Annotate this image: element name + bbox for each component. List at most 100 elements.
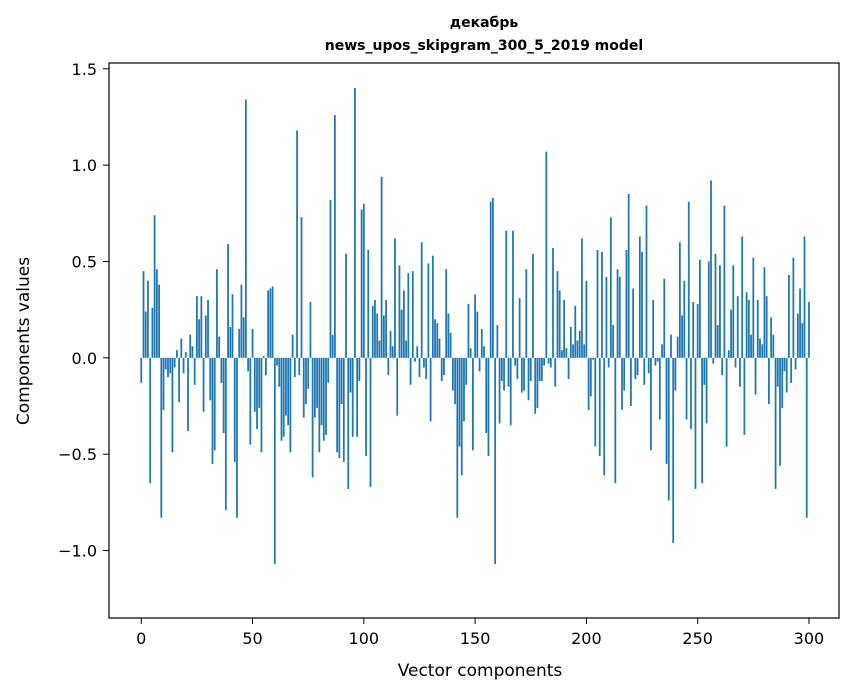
- bar-295: [796, 313, 799, 358]
- bar-249: [694, 357, 697, 489]
- bar-244: [683, 280, 686, 358]
- bar-154: [483, 346, 485, 358]
- bar-6: [153, 215, 156, 358]
- y-tick-label-2: 0.0: [72, 349, 97, 368]
- bar-2: [144, 311, 147, 358]
- bar-191: [565, 348, 568, 358]
- bar-9: [160, 357, 163, 518]
- bar-23: [191, 346, 194, 358]
- bar-43: [236, 357, 238, 518]
- bar-98: [358, 357, 361, 381]
- bar-206: [598, 357, 601, 457]
- bar-121: [409, 357, 412, 385]
- bar-272: [745, 292, 748, 358]
- bar-82: [322, 357, 325, 441]
- bar-245: [685, 357, 688, 420]
- bar-233: [658, 357, 661, 420]
- y-tick-label-3: 0.5: [72, 252, 97, 271]
- bar-81: [320, 357, 323, 426]
- bar-117: [400, 309, 403, 358]
- bar-60: [273, 357, 276, 565]
- bar-37: [222, 357, 225, 433]
- bar-111: [387, 357, 390, 376]
- bar-7: [155, 269, 158, 358]
- bar-71: [298, 357, 301, 376]
- bar-38: [224, 357, 227, 511]
- bar-296: [799, 288, 801, 358]
- bar-70: [296, 130, 298, 358]
- bar-290: [785, 357, 788, 393]
- x-tick-label-50: 50: [242, 629, 262, 648]
- bar-179: [538, 357, 541, 381]
- bar-250: [696, 303, 699, 358]
- bar-137: [445, 269, 448, 358]
- bar-208: [603, 357, 606, 476]
- bar-51: [253, 357, 256, 412]
- bar-120: [407, 273, 410, 358]
- bar-287: [779, 357, 781, 466]
- bar-209: [605, 276, 608, 358]
- bar-288: [781, 357, 784, 408]
- bar-200: [585, 280, 588, 358]
- bar-203: [592, 357, 594, 360]
- bar-47: [244, 99, 247, 358]
- bar-214: [616, 269, 619, 358]
- bar-256: [710, 180, 712, 358]
- bar-36: [220, 357, 223, 383]
- bar-112: [389, 330, 392, 358]
- bar-151: [476, 311, 479, 358]
- bar-207: [601, 251, 603, 358]
- bar-220: [630, 357, 632, 407]
- bar-108: [380, 176, 383, 358]
- bar-86: [331, 334, 334, 358]
- bar-246: [687, 201, 690, 358]
- x-axis-label: Vector components: [398, 661, 563, 681]
- bar-216: [621, 357, 623, 410]
- bar-230: [652, 300, 655, 358]
- bar-217: [623, 357, 626, 391]
- bar-99: [360, 209, 363, 358]
- bar-182: [545, 151, 548, 358]
- bar-58: [269, 288, 272, 358]
- bar-219: [627, 194, 630, 358]
- bar-294: [794, 357, 797, 370]
- bar-24: [193, 357, 196, 385]
- bar-107: [378, 340, 381, 358]
- y-tick-label-5: 1.5: [72, 60, 97, 79]
- bar-221: [632, 288, 635, 358]
- bar-224: [638, 236, 641, 358]
- bar-97: [356, 357, 359, 437]
- bar-28: [202, 357, 205, 412]
- bar-30: [207, 300, 209, 358]
- bar-49: [249, 357, 252, 445]
- bar-61: [276, 357, 278, 366]
- bar-31: [209, 357, 212, 401]
- bar-293: [792, 257, 795, 358]
- bar-268: [736, 296, 739, 358]
- bar-291: [788, 274, 790, 358]
- bar-134: [438, 338, 441, 358]
- bar-102: [367, 249, 370, 358]
- bar-211: [609, 217, 612, 358]
- chart-title: декабрь: [450, 15, 519, 31]
- bar-185: [552, 248, 554, 358]
- bar-167: [512, 230, 514, 358]
- bar-236: [665, 357, 668, 464]
- bar-119: [405, 340, 408, 358]
- bar-269: [739, 357, 741, 387]
- bar-195: [574, 305, 577, 358]
- bar-241: [676, 336, 679, 358]
- bar-94: [349, 357, 352, 393]
- bar-285: [774, 357, 777, 489]
- bar-168: [514, 357, 517, 366]
- bar-239: [672, 357, 675, 543]
- bar-223: [636, 357, 639, 376]
- bar-74: [305, 357, 307, 405]
- bar-78: [313, 357, 316, 418]
- bar-84: [327, 357, 330, 383]
- bar-131: [431, 255, 434, 358]
- bar-26: [198, 319, 201, 358]
- bar-45: [240, 284, 243, 358]
- bar-300: [808, 301, 810, 358]
- bar-25: [196, 296, 198, 358]
